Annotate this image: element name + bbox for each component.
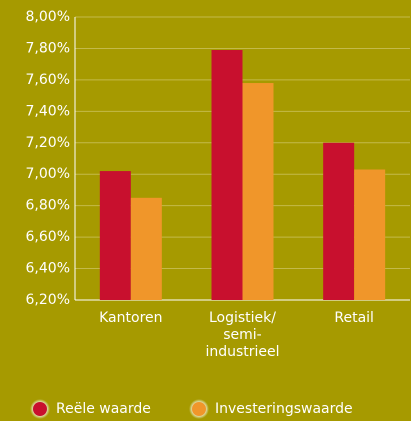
- y-tick-label: 7,60%: [26, 72, 70, 88]
- y-tick-label: 6,80%: [26, 198, 70, 214]
- bar: [211, 50, 243, 301]
- legend-label: Investeringswaarde: [215, 401, 353, 417]
- bar: [323, 142, 355, 300]
- bar: [354, 169, 386, 300]
- legend-swatch: [33, 402, 47, 416]
- y-tick-label: 7,00%: [26, 166, 70, 182]
- y-tick-label: 6,60%: [26, 229, 70, 245]
- bar: [242, 83, 274, 301]
- y-tick-label: 6,20%: [26, 292, 70, 308]
- x-tick-label: Kantoren: [99, 310, 162, 326]
- bar: [130, 197, 162, 300]
- y-tick-label: 7,20%: [26, 135, 70, 151]
- y-tick-label: 7,40%: [26, 103, 70, 119]
- bar: [99, 171, 131, 300]
- legend-label: Reële waarde: [56, 401, 151, 417]
- legend-swatch: [192, 402, 206, 416]
- x-tick-label: Retail: [334, 310, 374, 326]
- y-tick-label: 6,40%: [26, 261, 70, 277]
- y-tick-label: 7,80%: [26, 40, 70, 56]
- x-tick-label: Logistiek/semi-industrieel: [205, 310, 279, 360]
- y-tick-label: 8,00%: [26, 9, 70, 25]
